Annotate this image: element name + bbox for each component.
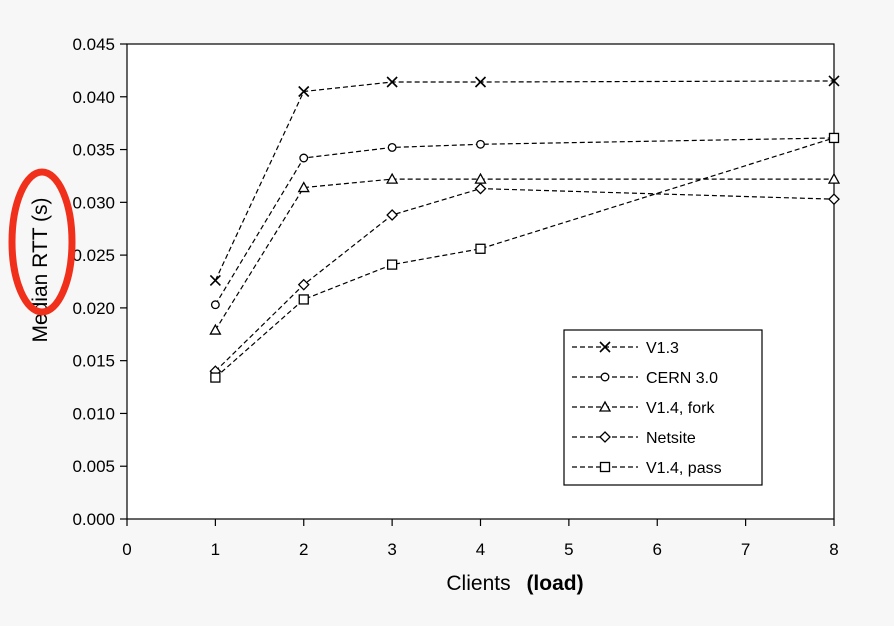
legend-item: V1.3 <box>572 340 679 357</box>
x-axis-title: Clients (load) <box>446 572 583 595</box>
x-tick-label: 7 <box>741 540 750 559</box>
legend-label: V1.4, fork <box>646 400 715 417</box>
y-tick-label: 0.010 <box>72 404 115 423</box>
data-point <box>386 172 399 184</box>
y-tick-label: 0.005 <box>72 457 115 476</box>
data-point <box>828 75 840 87</box>
x-axis-title-note: (load) <box>526 572 583 595</box>
series-4 <box>210 132 840 383</box>
legend-marker <box>599 461 611 473</box>
x-tick-label: 4 <box>476 540 485 559</box>
legend-marker <box>600 372 610 382</box>
y-tick-label: 0.035 <box>72 141 115 160</box>
x-tick-label: 3 <box>387 540 396 559</box>
x-tick-label: 5 <box>564 540 573 559</box>
x-tick-label: 8 <box>829 540 838 559</box>
legend-marker <box>599 431 611 443</box>
series-3 <box>209 182 840 378</box>
legend: V1.3 CERN 3.0 V1.4, fork Netsite V1.4, pass <box>563 329 763 486</box>
legend-label: CERN 3.0 <box>646 370 718 387</box>
legend-item: Netsite <box>572 430 696 447</box>
y-tick-label: 0.045 <box>72 35 115 54</box>
x-tick-label: 2 <box>299 540 308 559</box>
data-point <box>474 76 487 88</box>
data-point <box>827 172 841 184</box>
data-point <box>297 181 310 193</box>
x-axis-title-main: Clients <box>446 572 510 595</box>
x-tick-label: 6 <box>653 540 662 559</box>
data-point <box>476 139 485 149</box>
series-0 <box>209 75 840 287</box>
legend-item: V1.4, fork <box>572 400 715 417</box>
series-2 <box>209 172 841 335</box>
data-point <box>386 209 399 221</box>
data-point <box>298 294 309 305</box>
legend-label: V1.4, pass <box>646 460 722 477</box>
y-axis-title: Median RTT (s) <box>29 197 52 342</box>
series-layer <box>209 75 841 383</box>
data-point <box>828 193 840 206</box>
y-tick-label: 0.000 <box>72 510 115 529</box>
legend-marker <box>598 400 612 412</box>
legend-item: V1.4, pass <box>572 460 722 477</box>
data-point <box>387 142 397 152</box>
y-tick-label: 0.040 <box>72 88 115 107</box>
data-point <box>209 323 222 335</box>
legend-marker <box>599 341 611 353</box>
y-tick-label: 0.030 <box>72 193 115 212</box>
data-point <box>298 85 310 98</box>
data-point <box>210 372 221 383</box>
y-tick-label: 0.015 <box>72 352 115 371</box>
data-point <box>386 76 398 88</box>
y-tick-label: 0.025 <box>72 246 115 265</box>
data-point <box>299 153 309 163</box>
legend-label: Netsite <box>646 430 696 447</box>
y-tick-label: 0.020 <box>72 299 115 318</box>
data-point <box>474 182 487 195</box>
x-tick-label: 0 <box>122 540 131 559</box>
data-point <box>209 274 221 287</box>
legend-item: CERN 3.0 <box>572 370 718 387</box>
data-point <box>475 243 486 254</box>
data-point <box>828 132 840 144</box>
data-point <box>210 300 220 310</box>
x-tick-label: 1 <box>211 540 220 559</box>
data-point <box>297 278 310 291</box>
legend-label: V1.3 <box>646 340 679 357</box>
data-point <box>386 259 398 270</box>
highlight-circle <box>8 168 76 316</box>
